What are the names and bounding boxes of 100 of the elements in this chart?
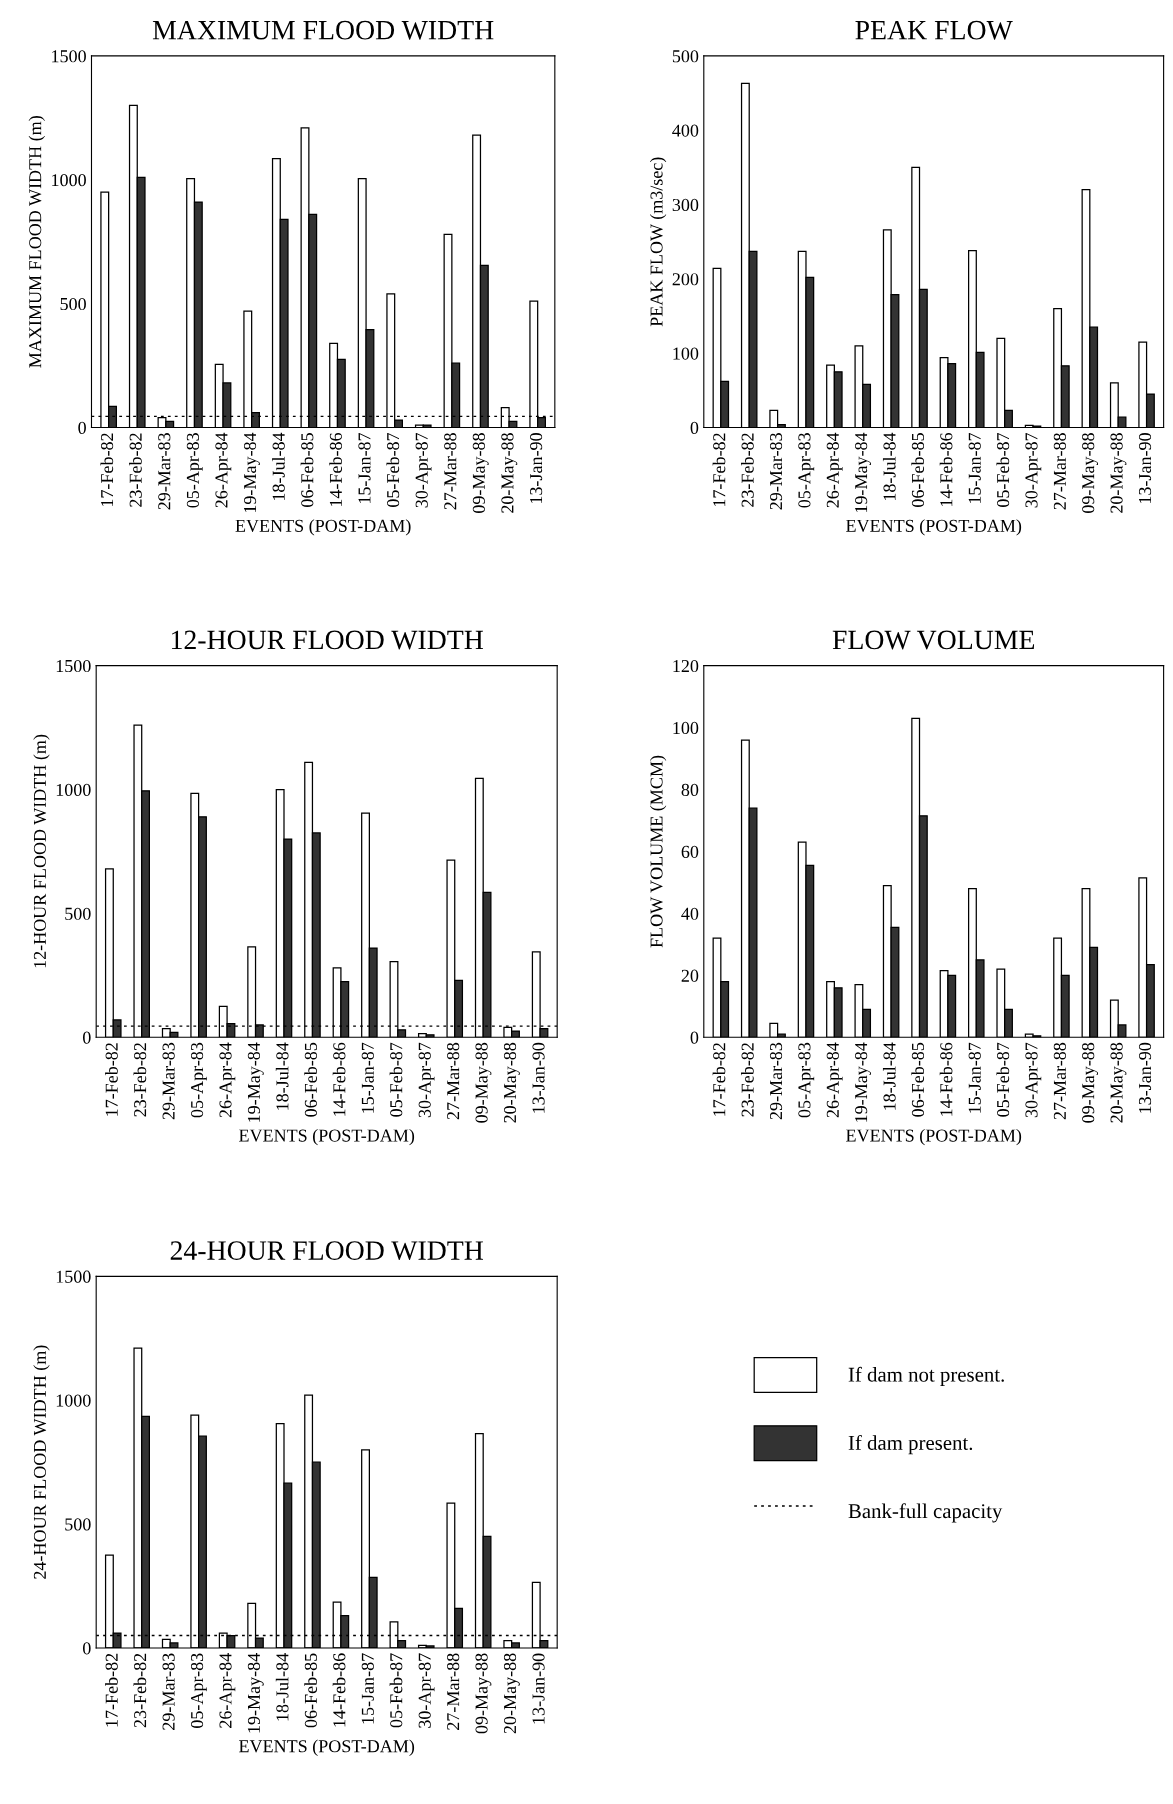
x-tick-label: 20-May-88 — [503, 1042, 520, 1123]
x-axis-title: EVENTS (POST-DAM) — [239, 1128, 415, 1146]
x-tick-label: 14-Feb-86 — [939, 1042, 953, 1116]
x-tick-label: 06-Feb-85 — [300, 433, 314, 507]
chart-title: 24-HOUR FLOOD WIDTH — [170, 1241, 484, 1261]
x-tick-label: 23-Feb-82 — [133, 1043, 147, 1117]
x-tick-label: 19-May-84 — [855, 432, 871, 513]
x-tick-label: 18-Jul-84 — [882, 432, 896, 501]
y-axis-title: 24-HOUR FLOOD WIDTH (m) — [33, 1345, 50, 1579]
x-tick-label: 17-Feb-82 — [712, 433, 726, 507]
x-tick-label: 23-Feb-82 — [741, 433, 754, 507]
legend-label: If dam present. — [848, 1435, 973, 1455]
x-tick-label: 15-Jan-87 — [968, 1042, 981, 1113]
x-tick-label: 06-Feb-85 — [304, 1653, 317, 1728]
y-tick-label: 0 — [690, 1031, 699, 1044]
x-tick-label: 05-Apr-83 — [190, 1653, 207, 1728]
y-tick-label: 400 — [672, 124, 699, 137]
x-tick-label: 09-May-88 — [1082, 433, 1099, 513]
x-axis-title: EVENTS (POST-DAM) — [235, 519, 411, 536]
x-tick-label: 13-Jan-90 — [532, 1653, 545, 1724]
y-tick-label: 1500 — [52, 50, 86, 63]
x-tick-label: 23-Feb-82 — [133, 1653, 147, 1728]
x-tick-label: 06-Feb-85 — [911, 1042, 925, 1117]
legend-label: Bank-full capacity — [848, 1503, 1003, 1523]
x-tick-label: 13-Jan-90 — [530, 433, 543, 504]
x-tick-label: 06-Feb-85 — [304, 1042, 317, 1117]
x-tick-label: 29-Mar-83 — [769, 1042, 783, 1120]
x-tick-label: 05-Apr-83 — [798, 433, 815, 508]
x-tick-label: 19-May-84 — [243, 432, 260, 513]
x-tick-label: 29-Mar-83 — [769, 433, 783, 510]
y-tick-label: 500 — [65, 907, 91, 920]
x-tick-label: 30-Apr-87 — [415, 432, 432, 508]
y-tick-label: 0 — [82, 1642, 91, 1655]
x-tick-label: 13-Jan-90 — [1138, 433, 1152, 504]
x-tick-label: 17-Feb-82 — [100, 433, 114, 507]
y-tick-label: 500 — [672, 50, 699, 63]
x-tick-label: 14-Feb-86 — [332, 1653, 346, 1727]
x-tick-label: 17-Feb-82 — [712, 1043, 726, 1116]
x-tick-label: 27-Mar-88 — [447, 1653, 460, 1730]
x-tick-label: 17-Feb-82 — [105, 1653, 118, 1727]
x-tick-label: 20-May-88 — [1110, 433, 1127, 513]
x-tick-label: 05-Apr-83 — [186, 433, 203, 508]
y-tick-label: 20 — [681, 969, 699, 982]
y-tick-label: 200 — [672, 273, 699, 286]
x-tick-label: 05-Apr-83 — [190, 1042, 207, 1118]
x-tick-label: 18-Jul-84 — [272, 432, 285, 501]
x-tick-label: 17-Feb-82 — [105, 1043, 118, 1116]
x-tick-label: 26-Apr-84 — [826, 432, 843, 508]
x-axis-title: EVENTS (POST-DAM) — [239, 1739, 415, 1756]
y-axis-title: PEAK FLOW (m3/sec) — [649, 157, 667, 327]
y-tick-label: 1500 — [56, 1270, 91, 1283]
x-tick-label: 20-May-88 — [501, 433, 518, 513]
x-tick-label: 30-Apr-87 — [418, 1653, 435, 1728]
y-axis-title: 12-HOUR FLOOD WIDTH (m) — [33, 734, 50, 968]
chart-title: 12-HOUR FLOOD WIDTH — [171, 630, 484, 650]
x-tick-label: 14-Feb-86 — [329, 432, 342, 507]
x-tick-label: 09-May-88 — [475, 1042, 492, 1123]
x-tick-label: 27-Mar-88 — [1053, 1042, 1066, 1120]
x-axis-title: EVENTS (POST-DAM) — [846, 519, 1022, 536]
x-tick-label: 23-Feb-82 — [741, 1043, 754, 1117]
x-tick-label: 05-Feb-87 — [996, 432, 1010, 507]
x-tick-label: 15-Jan-87 — [361, 1653, 374, 1724]
x-tick-label: 13-Jan-90 — [1138, 1042, 1152, 1113]
x-tick-label: 30-Apr-87 — [418, 1042, 435, 1118]
x-tick-label: 06-Feb-85 — [911, 433, 925, 507]
x-tick-label: 29-Mar-83 — [162, 1042, 175, 1120]
y-tick-label: 1000 — [56, 783, 91, 796]
x-tick-label: 13-Jan-90 — [532, 1042, 545, 1113]
y-tick-label: 0 — [82, 1031, 91, 1044]
y-tick-label: 0 — [78, 421, 86, 434]
x-tick-label: 05-Feb-87 — [389, 1042, 403, 1117]
chart-title: MAXIMUM FLOOD WIDTH — [152, 20, 494, 40]
x-tick-label: 27-Mar-88 — [1053, 433, 1066, 510]
x-tick-label: 05-Feb-87 — [386, 432, 400, 507]
y-tick-label: 300 — [672, 198, 699, 212]
x-tick-label: 30-Apr-87 — [1025, 432, 1042, 508]
x-tick-label: 15-Jan-87 — [361, 1042, 374, 1113]
x-axis-title: EVENTS (POST-DAM) — [846, 1128, 1022, 1146]
x-tick-label: 09-May-88 — [1082, 1042, 1099, 1123]
x-tick-label: 05-Feb-87 — [389, 1653, 403, 1728]
x-tick-label: 15-Jan-87 — [358, 432, 371, 504]
y-tick-label: 80 — [681, 783, 699, 796]
y-tick-label: 100 — [673, 347, 699, 360]
x-tick-label: 19-May-84 — [855, 1042, 871, 1122]
y-tick-label: 1000 — [52, 174, 86, 187]
x-tick-label: 27-Mar-88 — [447, 1042, 460, 1120]
x-tick-label: 26-Apr-84 — [219, 1653, 236, 1728]
x-tick-label: 20-May-88 — [503, 1653, 520, 1734]
y-tick-label: 1500 — [56, 659, 91, 673]
x-tick-label: 26-Apr-84 — [219, 1042, 236, 1118]
y-axis-title: FLOW VOLUME (MCM) — [649, 755, 667, 948]
y-tick-label: 1000 — [56, 1394, 91, 1407]
x-tick-label: 29-Mar-83 — [162, 1653, 175, 1730]
x-tick-label: 05-Feb-87 — [996, 1042, 1010, 1117]
x-tick-label: 26-Apr-84 — [826, 1042, 843, 1118]
y-tick-label: 0 — [690, 421, 699, 434]
chart-title: PEAK FLOW — [855, 20, 1013, 40]
y-tick-label: 500 — [60, 297, 86, 311]
x-tick-label: 05-Apr-83 — [798, 1042, 815, 1118]
x-tick-label: 09-May-88 — [472, 433, 489, 513]
